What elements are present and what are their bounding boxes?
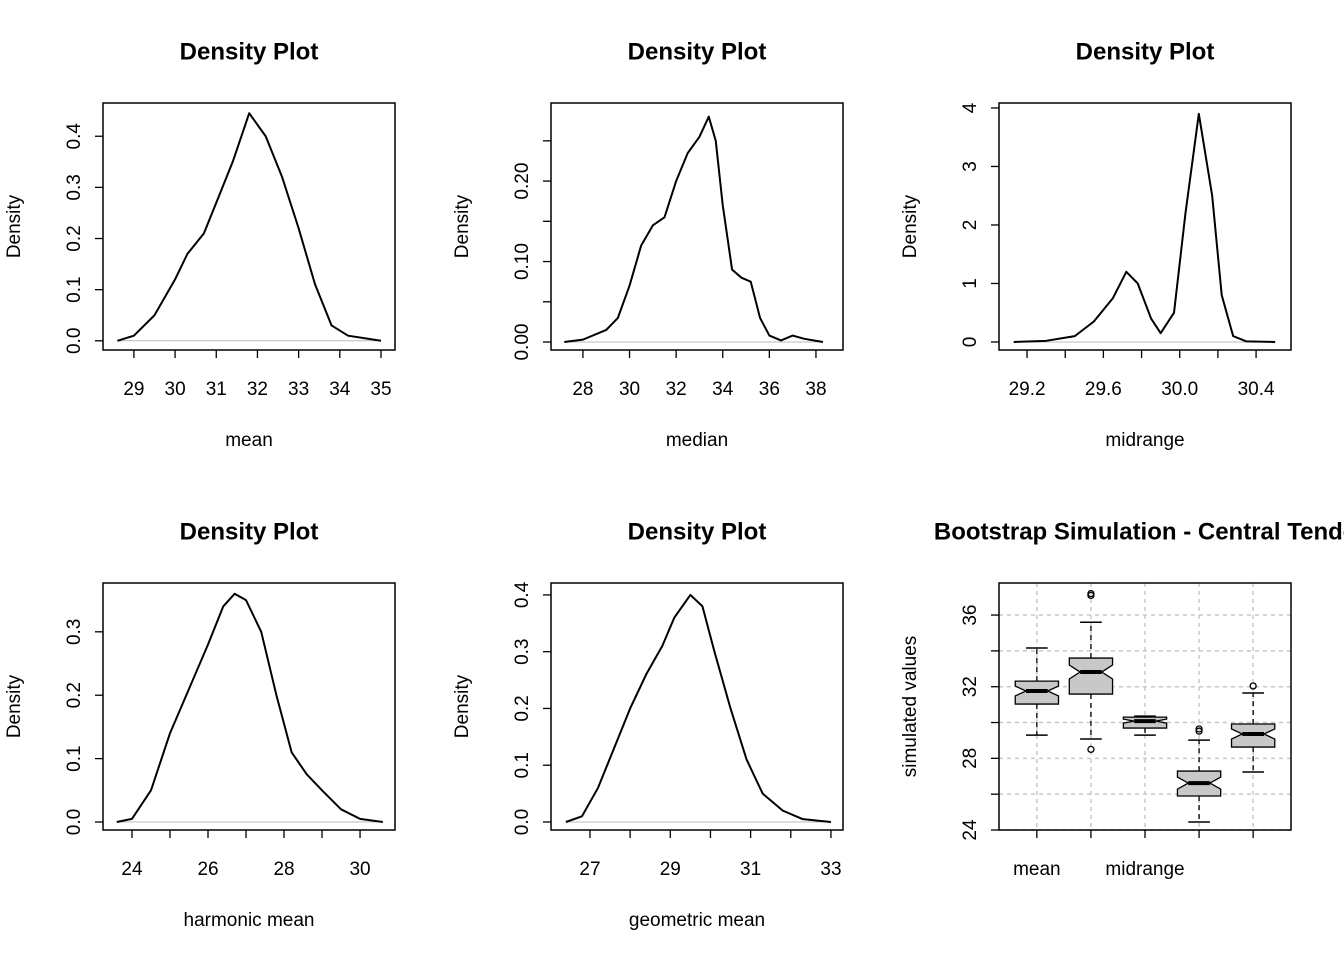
y-tick-label: 0.10: [512, 243, 533, 280]
y-axis-label: simulated values: [900, 636, 921, 778]
x-tick-label: 31: [740, 859, 761, 880]
plot-frame: [550, 102, 844, 351]
y-axis-label: Density: [452, 194, 473, 258]
panel-title: Density Plot: [180, 518, 319, 545]
y-tick-label: 0: [960, 337, 981, 348]
y-tick-label: 0.2: [512, 695, 533, 721]
panel-title: Density Plot: [1076, 38, 1215, 65]
panel-title: Density Plot: [180, 38, 319, 65]
y-tick-label: 0.1: [64, 276, 85, 302]
plot-frame: [102, 102, 396, 351]
x-axis-label: mean: [225, 430, 273, 451]
x-tick-label: 38: [805, 379, 826, 400]
x-tick-label: 34: [329, 379, 351, 400]
y-tick-label: 2: [960, 220, 981, 231]
x-tick-label: 35: [370, 379, 391, 400]
x-tick-label: midrange: [1105, 859, 1184, 880]
y-tick-label: 0.4: [64, 123, 85, 150]
outlier: [1087, 591, 1095, 600]
x-tick-label: 29.6: [1085, 379, 1122, 400]
y-tick-label: 4: [960, 102, 981, 113]
y-tick-label: 0.0: [64, 328, 85, 354]
x-tick-label: mean: [1013, 859, 1061, 880]
x-tick-label: 29.2: [1009, 379, 1046, 400]
y-axis-label: Density: [4, 674, 25, 738]
y-tick-label: 0.3: [64, 619, 85, 645]
x-tick-label: 32: [247, 379, 268, 400]
y-axis-label: Density: [4, 194, 25, 258]
x-tick-label: 28: [273, 859, 294, 880]
y-tick-label: 0.0: [512, 809, 533, 835]
outlier: [1087, 745, 1095, 754]
y-tick-label: 0.3: [512, 638, 533, 664]
outlier: [1195, 725, 1203, 733]
plot-frame: [998, 582, 1292, 831]
plot-frame: [998, 102, 1292, 351]
density-line: [116, 592, 383, 824]
x-tick-label: 31: [206, 379, 227, 400]
y-tick-label: 0.0: [64, 809, 85, 835]
plot-frame: [550, 582, 844, 831]
density-line: [117, 112, 382, 342]
x-tick-label: 34: [712, 379, 734, 400]
y-tick-label: 0.00: [512, 324, 533, 361]
x-tick-label: 30: [619, 379, 640, 400]
x-tick-label: 26: [197, 859, 218, 880]
panel-title: Density Plot: [628, 518, 767, 545]
x-tick-label: 36: [759, 379, 780, 400]
x-tick-label: 30: [349, 859, 370, 880]
y-tick-label: 0.1: [64, 745, 85, 771]
panel-title: Bootstrap Simulation - Central Tende: [934, 518, 1344, 545]
y-tick-label: 0.20: [512, 163, 533, 200]
x-tick-label: 33: [820, 859, 841, 880]
box: [1068, 657, 1114, 695]
y-tick-label: 32: [960, 676, 981, 697]
x-tick-label: 32: [666, 379, 687, 400]
x-tick-label: 30: [165, 379, 186, 400]
y-tick-label: 3: [960, 161, 981, 172]
y-tick-label: 0.1: [512, 752, 533, 778]
y-tick-label: 0.2: [64, 225, 85, 251]
x-tick-label: 29: [660, 859, 681, 880]
panel-title: Density Plot: [628, 38, 767, 65]
x-tick-label: 30.4: [1238, 379, 1275, 400]
y-tick-label: 36: [960, 604, 981, 625]
density-line: [565, 593, 832, 823]
x-tick-label: 33: [288, 379, 309, 400]
y-axis-label: Density: [452, 674, 473, 738]
x-axis-label: midrange: [1105, 430, 1184, 451]
x-tick-label: 30.0: [1161, 379, 1198, 400]
y-tick-label: 0.4: [512, 581, 533, 608]
x-tick-label: 27: [579, 859, 600, 880]
y-tick-label: 28: [960, 748, 981, 769]
x-axis-label: geometric mean: [629, 910, 765, 931]
y-tick-label: 1: [960, 278, 981, 289]
x-tick-label: 29: [123, 379, 144, 400]
y-axis-label: Density: [900, 194, 921, 258]
y-tick-label: 24: [960, 819, 981, 841]
outlier: [1249, 682, 1257, 690]
x-tick-label: 28: [572, 379, 593, 400]
density-line: [564, 115, 824, 344]
y-tick-label: 0.2: [64, 682, 85, 708]
x-axis-label: harmonic mean: [184, 910, 315, 931]
outlier: [1195, 727, 1203, 735]
density-line: [1013, 112, 1276, 343]
x-axis-label: median: [666, 430, 728, 451]
plot-frame: [102, 582, 396, 831]
y-tick-label: 0.3: [64, 174, 85, 200]
x-tick-label: 24: [121, 859, 143, 880]
